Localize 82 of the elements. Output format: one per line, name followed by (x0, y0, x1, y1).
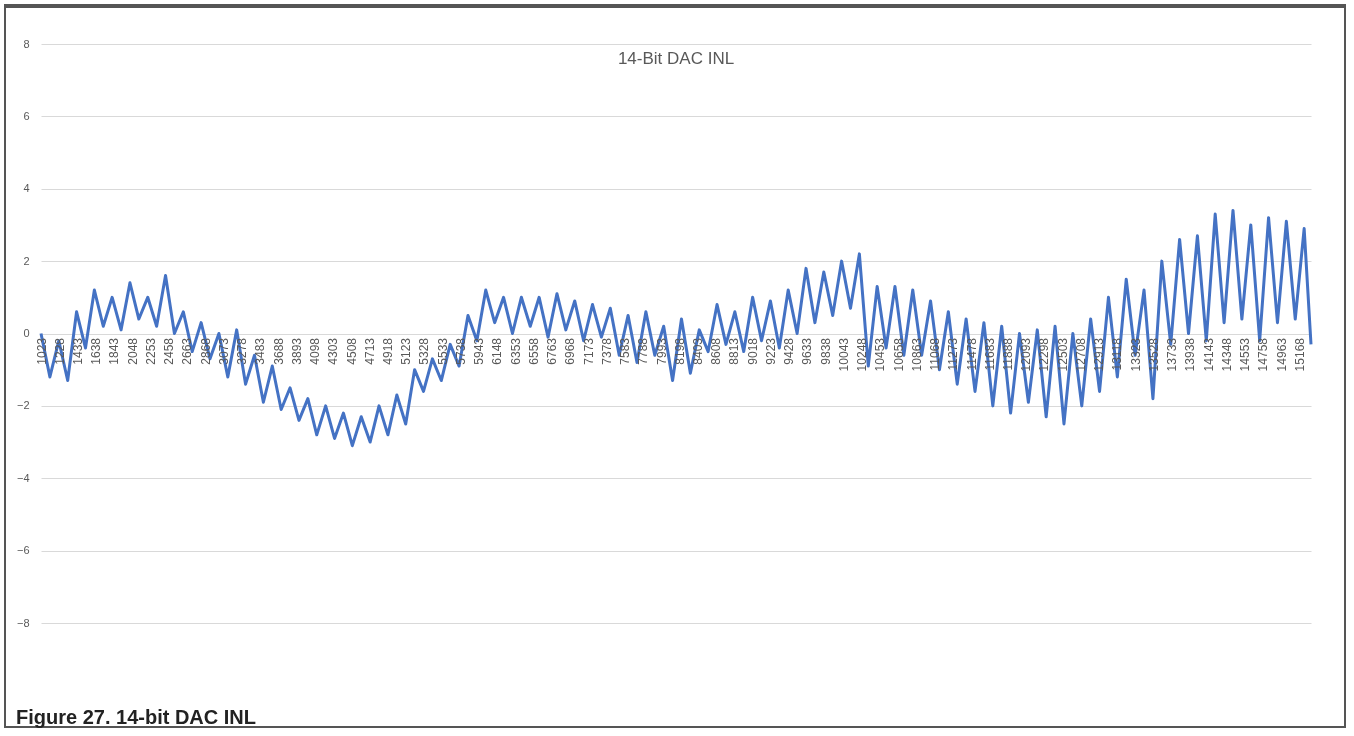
x-tick-label: 3688 (271, 337, 286, 365)
x-tick-label: 1843 (107, 337, 122, 365)
x-tick-label: 4303 (326, 337, 341, 365)
x-tick-label: 14758 (1256, 337, 1271, 372)
x-tick-label: 5328 (417, 337, 432, 365)
x-tick-label: 12503 (1055, 337, 1070, 372)
x-tick-label: 4508 (344, 337, 359, 365)
x-tick-label: 1638 (89, 337, 104, 365)
x-tick-label: 12093 (1019, 337, 1034, 372)
x-tick-label: 10043 (836, 337, 851, 372)
x-tick-label: 5943 (472, 337, 487, 365)
y-tick-label: −8 (16, 616, 30, 629)
x-tick-label: 9223 (763, 337, 778, 365)
x-tick-label: 2253 (143, 337, 158, 365)
x-tick-label: 7583 (618, 337, 633, 365)
x-tick-label: 6558 (526, 337, 541, 365)
x-tick-label: 2868 (198, 337, 213, 365)
x-tick-label: 14963 (1274, 337, 1289, 372)
x-tick-label: 12708 (1073, 337, 1088, 372)
x-tick-label: 5123 (399, 337, 414, 365)
x-tick-label: 11068 (928, 337, 943, 371)
x-tick-label: 1433 (70, 337, 85, 365)
x-tick-label: 5533 (435, 337, 450, 365)
x-tick-label: 9633 (800, 337, 815, 365)
x-tick-label: 8608 (709, 337, 724, 365)
x-tick-label: 13323 (1128, 337, 1143, 372)
y-tick-label: −4 (16, 471, 30, 484)
chart-title: 14-Bit DAC INL (617, 49, 735, 68)
x-tick-label: 13733 (1165, 337, 1180, 372)
y-tick-label: −6 (16, 544, 30, 557)
x-tick-label: 5738 (453, 337, 468, 365)
x-tick-label: 7788 (636, 337, 651, 365)
x-tick-label: 14348 (1219, 337, 1234, 372)
x-tick-label: 6353 (508, 337, 523, 365)
y-tick-label: 0 (23, 327, 30, 339)
x-tick-label: 3483 (253, 337, 268, 365)
line-series (39, 208, 1313, 448)
x-tick-label: 1228 (52, 337, 67, 365)
x-tick-label: 4098 (308, 337, 323, 365)
x-tick-label: 9428 (782, 337, 797, 365)
x-tick-label: 10248 (855, 337, 870, 372)
x-tick-label: 4918 (380, 337, 395, 365)
x-tick-label: 11273 (946, 337, 961, 371)
x-tick-label: 14143 (1201, 337, 1216, 372)
x-tick-label: 6968 (563, 337, 578, 365)
x-tick-label: 11683 (982, 337, 997, 371)
x-tick-label: 12913 (1092, 337, 1107, 372)
y-tick-label: −2 (16, 399, 30, 412)
x-tick-label: 13938 (1183, 337, 1198, 372)
x-tick-label: 10863 (909, 337, 924, 372)
x-tick-label: 7173 (581, 337, 596, 365)
x-tick-label: 4713 (362, 337, 377, 365)
x-tick-label: 2663 (180, 337, 195, 365)
x-tick-label: 13528 (1146, 337, 1161, 372)
x-tick-label: 14553 (1238, 337, 1253, 372)
x-tick-label: 2458 (162, 337, 177, 365)
y-tick-label: 8 (23, 37, 30, 50)
x-tick-label: 10453 (873, 337, 888, 372)
x-tick-label: 10658 (891, 337, 906, 372)
x-tick-label: 1023 (34, 337, 49, 365)
caption: Figure 27. 14-bit DAC INL (16, 706, 257, 729)
x-tick-label: 7993 (654, 337, 669, 365)
y-tick-label: 2 (23, 254, 30, 267)
x-tick-label: 12298 (1037, 337, 1052, 372)
x-tick-label: 3278 (235, 337, 250, 365)
x-tick-label: 2048 (125, 337, 140, 365)
x-tick-label: 3893 (289, 337, 304, 365)
x-tick-label: 6148 (490, 337, 505, 365)
x-tick-label: 13118 (1110, 337, 1125, 371)
x-tick-label: 6763 (545, 337, 560, 365)
x-tick-label: 7378 (599, 337, 614, 365)
y-tick-label: 4 (23, 182, 30, 195)
x-tick-label: 3073 (216, 337, 231, 365)
y-tick-label: 6 (23, 109, 30, 122)
x-tick-label: 11888 (1000, 337, 1015, 371)
x-tick-label: 9838 (818, 337, 833, 365)
x-tick-label: 11478 (964, 337, 979, 371)
x-tick-label: 15168 (1292, 337, 1307, 372)
x-tick-label: 8813 (727, 337, 742, 365)
x-tick-label: 8198 (672, 337, 687, 365)
x-tick-label: 8403 (690, 337, 705, 365)
x-tick-label: 9018 (745, 337, 760, 365)
